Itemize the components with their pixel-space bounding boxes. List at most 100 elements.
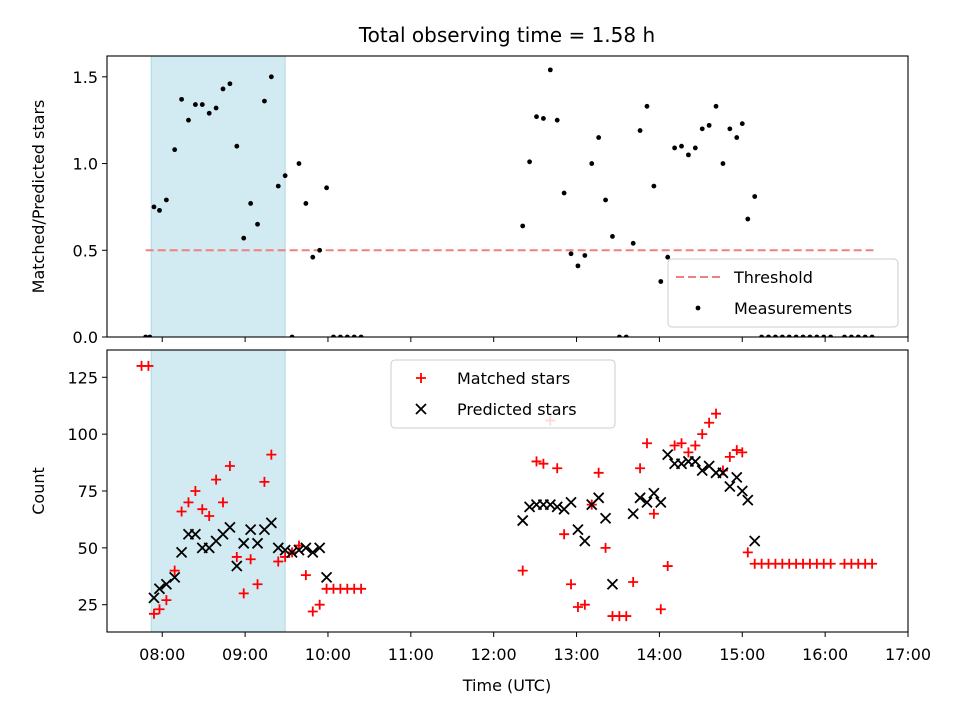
x-axis-label: Time (UTC) <box>462 676 551 695</box>
measurements-point <box>699 126 705 132</box>
measurements-point <box>151 204 157 210</box>
predicted-stars-point <box>238 537 250 549</box>
measurements-point <box>344 334 350 337</box>
y-tick-label: 100 <box>67 425 98 444</box>
y-axis-label: Matched/Predicted stars <box>29 100 48 294</box>
legend-entry-threshold-label: Threshold <box>733 268 813 287</box>
legend-entry-measurements-label: Measurements <box>734 299 852 318</box>
measurements-point <box>317 247 323 253</box>
matched-stars-point <box>245 554 256 565</box>
x-tick-label: 09:00 <box>222 645 268 664</box>
measurements-point <box>651 183 657 189</box>
measurements-point <box>206 110 212 116</box>
matched-stars-point <box>300 570 311 581</box>
measurements-point <box>692 145 698 151</box>
measurements-point <box>807 334 813 337</box>
y-tick-label: 25 <box>78 596 98 615</box>
measurements-point <box>310 254 316 260</box>
measurements-point <box>248 201 254 206</box>
measurements-point <box>575 263 581 269</box>
matched-stars-point <box>211 474 222 485</box>
predicted-stars-point <box>189 528 202 540</box>
matched-stars-point <box>161 595 172 606</box>
predicted-stars-point <box>627 508 639 520</box>
measurements-point <box>186 117 191 123</box>
matched-stars-point <box>231 551 242 562</box>
predicted-stars-point <box>251 537 264 549</box>
y-tick-label: 1.5 <box>73 68 98 87</box>
measurements-point <box>220 86 226 92</box>
measurements-point <box>814 334 820 337</box>
predicted-stars-point <box>293 544 305 556</box>
predicted-stars-point <box>279 544 291 556</box>
matched-stars-point <box>742 547 753 558</box>
predicted-stars-point <box>175 546 188 559</box>
matched-stars-point <box>356 583 367 594</box>
predicted-stars-point <box>634 492 646 504</box>
measurements-point <box>644 103 650 109</box>
measurements-point <box>147 334 153 337</box>
measurements-point <box>534 114 539 120</box>
x-tick-label: 14:00 <box>636 645 682 664</box>
predicted-stars-point <box>169 571 181 584</box>
measurements-point <box>527 159 532 165</box>
matched-stars-point <box>600 542 611 553</box>
matched-stars-point <box>148 608 159 619</box>
predicted-stars-point <box>655 496 667 509</box>
measurements-point <box>227 81 233 87</box>
measurements-point <box>759 334 765 337</box>
matched-stars-point <box>825 558 836 569</box>
measurements-point <box>734 135 740 140</box>
matched-stars-point <box>266 449 277 460</box>
x-tick-label: 16:00 <box>802 645 848 664</box>
matched-stars-point <box>690 440 701 451</box>
measurements-point <box>282 173 288 179</box>
matched-stars-point <box>190 486 201 496</box>
legend-entry-matched-stars-label: Matched stars <box>457 369 570 388</box>
measurements-point <box>324 185 329 191</box>
predicted-stars-point <box>742 494 754 506</box>
predicted-stars-point <box>606 578 619 590</box>
matched-stars-point <box>641 438 652 449</box>
top-panel: 0.0 0.5 1.0 1.5 Matched/Predicted stars Thres… <box>29 55 909 347</box>
measurements-point <box>143 334 149 337</box>
x-tick-label: 13:00 <box>553 645 599 664</box>
predicted-stars-point <box>675 458 688 470</box>
measurements-point <box>172 147 178 153</box>
predicted-stars-point <box>648 487 660 499</box>
predicted-stars-point <box>551 501 563 513</box>
measurements-point <box>351 334 357 337</box>
matched-stars-point <box>711 408 722 419</box>
measurements-point <box>296 161 302 166</box>
predicted-stars-point <box>153 583 166 595</box>
measurements-point <box>779 334 785 337</box>
matched-stars-point <box>559 529 570 540</box>
measurements-point <box>596 135 602 140</box>
matched-stars-point <box>252 579 263 590</box>
x-tick-label: 08:00 <box>139 645 185 664</box>
measurements-point <box>800 334 806 337</box>
measurements-point <box>157 207 162 213</box>
matched-stars-point <box>238 588 249 599</box>
measurements-point <box>520 223 526 229</box>
matched-stars-point <box>676 438 687 449</box>
predicted-stars-point <box>160 578 173 590</box>
measurements-point <box>869 334 875 337</box>
measurements-point <box>568 251 574 257</box>
y-tick-label: 1.0 <box>73 155 98 174</box>
matched-stars-point <box>204 511 215 522</box>
measurements-point <box>637 128 643 133</box>
predicted-stars-point <box>572 524 584 536</box>
observing-span <box>150 349 286 633</box>
matched-stars-point <box>579 599 590 610</box>
predicted-stars-point <box>244 524 257 536</box>
y-tick-label: 125 <box>67 368 98 387</box>
measurements-point <box>331 334 336 337</box>
predicted-stars-point <box>286 546 298 559</box>
measurements-point <box>289 334 295 337</box>
predicted-stars-point <box>689 455 701 468</box>
predicted-stars-point <box>579 535 591 547</box>
predicted-stars-point <box>265 517 277 529</box>
y-axis-label: Count <box>29 467 48 515</box>
matched-stars-point <box>635 463 646 474</box>
